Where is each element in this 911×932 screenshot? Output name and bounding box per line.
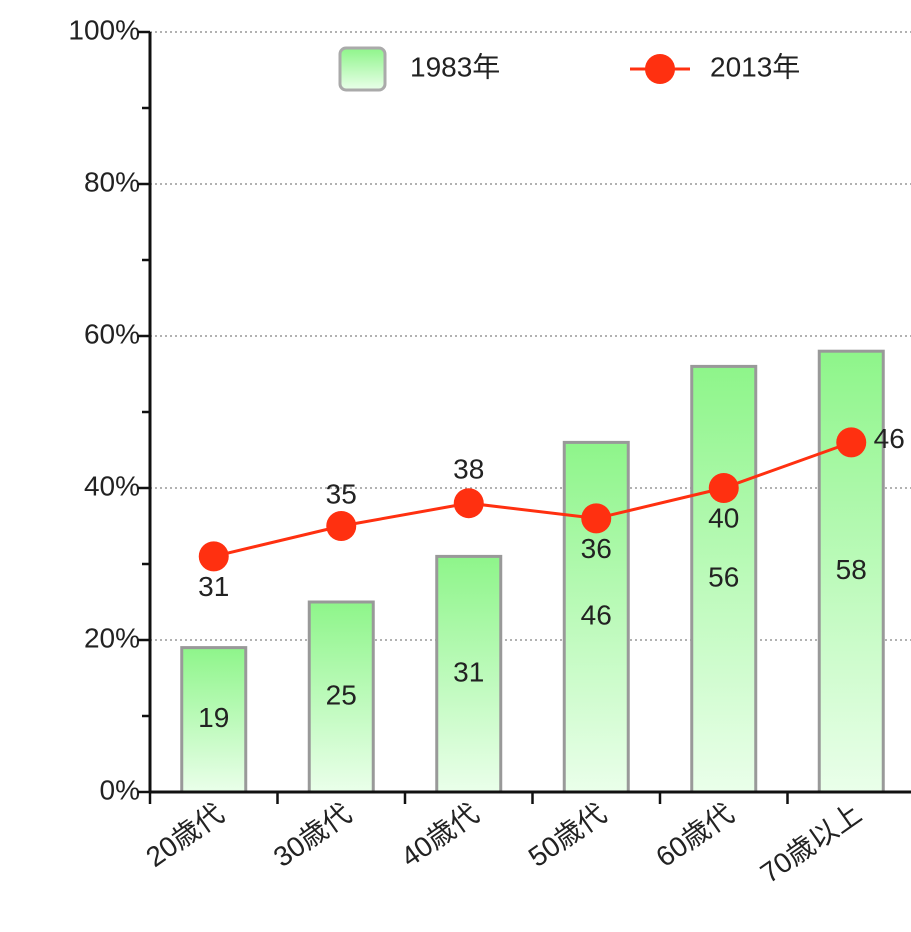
x-tick-label: 70歳以上 <box>755 798 867 889</box>
line-marker <box>453 488 484 519</box>
line-value-label: 36 <box>581 533 612 564</box>
bar-value-label: 25 <box>326 679 357 710</box>
line-marker <box>836 427 867 458</box>
x-tick-label: 40歳代 <box>395 798 484 873</box>
line-marker <box>581 503 612 534</box>
line-value-label: 35 <box>326 478 357 509</box>
line-marker <box>326 511 357 541</box>
bar-value-label: 58 <box>836 554 867 585</box>
y-tick-label: 80% <box>84 166 140 197</box>
line-value-label: 40 <box>708 502 739 533</box>
bar <box>180 646 248 794</box>
bar <box>562 440 630 794</box>
x-tick-label: 50歳代 <box>523 798 612 873</box>
bar <box>307 600 375 794</box>
legend-label: 2013年 <box>710 51 800 82</box>
legend-swatch <box>338 46 387 92</box>
y-tick-label: 40% <box>84 470 140 501</box>
line-value-label: 38 <box>453 454 484 485</box>
x-tick-label: 20歳代 <box>140 798 229 873</box>
bar-value-label: 46 <box>581 600 612 631</box>
line-value-label: 46 <box>874 423 905 454</box>
bar <box>690 364 758 794</box>
bar-value-label: 19 <box>198 702 229 733</box>
line-value-label: 31 <box>198 571 229 602</box>
y-tick-label: 100% <box>68 14 140 45</box>
line <box>213 440 852 558</box>
bar-value-label: 31 <box>453 657 484 688</box>
legend-label: 1983年 <box>410 51 500 82</box>
x-tick-label: 60歳代 <box>650 798 739 873</box>
line-marker <box>708 473 739 503</box>
legend-marker <box>645 54 675 84</box>
y-tick-label: 0% <box>100 774 140 805</box>
x-tick-label: 30歳代 <box>268 798 357 873</box>
y-tick-label: 60% <box>84 318 140 349</box>
bar <box>435 554 503 794</box>
y-tick-label: 20% <box>84 622 140 653</box>
line-marker <box>198 541 229 572</box>
bar-value-label: 56 <box>708 562 739 593</box>
